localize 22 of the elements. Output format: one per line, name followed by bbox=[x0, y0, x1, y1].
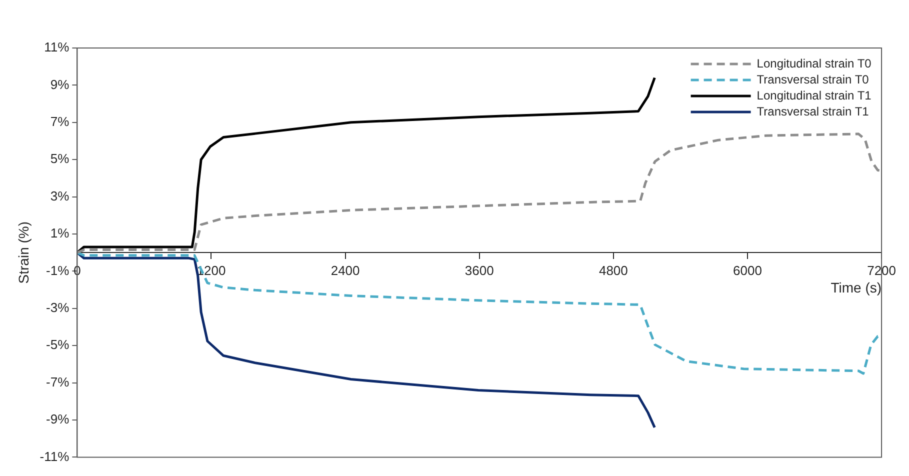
y-tick-label: 11% bbox=[44, 40, 70, 55]
x-axis-title: Time (s) bbox=[830, 279, 882, 296]
x-tick-label: 6000 bbox=[733, 262, 762, 278]
y-tick-label: 5% bbox=[50, 151, 70, 166]
legend-label: Longitudinal strain T1 bbox=[756, 88, 872, 102]
y-tick-label: -3% bbox=[46, 300, 70, 315]
y-tick-label: 3% bbox=[50, 188, 70, 204]
y-tick-label: -5% bbox=[46, 337, 70, 352]
legend-label: Transversal strain T0 bbox=[756, 72, 870, 86]
legend-label: Longitudinal strain T0 bbox=[756, 56, 872, 70]
y-tick-label: 7% bbox=[50, 114, 70, 129]
x-tick-label: 3600 bbox=[464, 262, 494, 278]
y-tick-label: 9% bbox=[50, 76, 70, 92]
y-tick-label: -11% bbox=[40, 448, 70, 464]
y-tick-label: -1% bbox=[46, 262, 70, 278]
x-tick-label: 2400 bbox=[330, 262, 360, 278]
y-tick-label: -9% bbox=[46, 412, 70, 427]
y-tick-label: -7% bbox=[46, 374, 70, 390]
legend-label: Transversal strain T1 bbox=[756, 104, 870, 118]
y-axis-title: Strain (%) bbox=[15, 221, 32, 284]
x-tick-label: 4800 bbox=[598, 262, 628, 278]
y-tick-label: 1% bbox=[50, 226, 70, 241]
